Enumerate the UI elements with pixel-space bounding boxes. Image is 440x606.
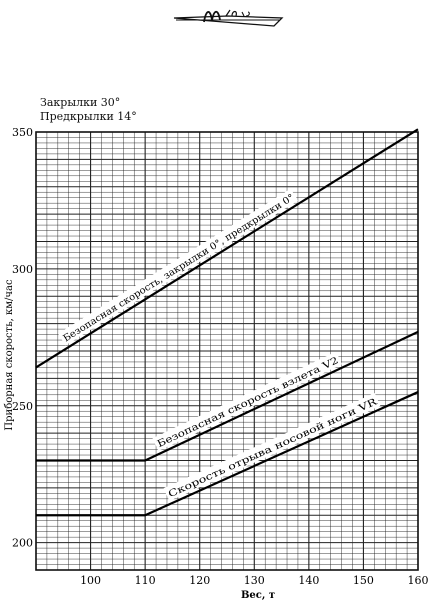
x-tick-label: 150 (353, 574, 374, 587)
series-label-vr-group: Скорость отрыва носовой ноги VR (163, 392, 381, 502)
x-tick-label: 140 (298, 574, 319, 587)
y-tick-label: 200 (12, 537, 33, 550)
slats-setting: Предкрылки 14° (40, 110, 137, 123)
grid (35, 131, 419, 571)
x-tick-label: 160 (408, 574, 429, 587)
x-tick-label: 100 (80, 574, 101, 587)
series-label-vr-backing (163, 392, 381, 502)
flaps-setting: Закрылки 30° (40, 96, 121, 109)
x-tick-label: 120 (189, 574, 210, 587)
tick-labels: 100 110 120 130 140 150 160 200 250 300 350 (12, 126, 429, 587)
series-label-v2-group: Безопасная скорость взлета V2 (152, 351, 343, 451)
series-labels: Безопасная скорость, закрылки 0°, предкр… (58, 188, 381, 502)
series-line-v2 (36, 330, 419, 462)
y-axis-label: Приборная скорость, км/час (4, 279, 15, 431)
y-tick-label: 250 (12, 400, 33, 413)
x-axis-label: Вес, т (241, 590, 275, 601)
series-label-v2-backing (152, 351, 343, 451)
series-label-safe-speed-clean-backing (58, 188, 299, 346)
y-tick-label: 300 (12, 263, 33, 276)
series-label-vr: Скорость отрыва носовой ноги VR (167, 396, 380, 500)
plot-frame (35, 131, 419, 571)
x-tick-label: 130 (244, 574, 265, 587)
header-signature (173, 9, 284, 27)
series-line-vr (36, 391, 419, 517)
axes (35, 131, 419, 571)
x-tick-label: 110 (135, 574, 156, 587)
series-line-safe-speed-clean (35, 128, 419, 369)
y-tick-label: 350 (12, 126, 33, 139)
series-lines (35, 128, 419, 517)
